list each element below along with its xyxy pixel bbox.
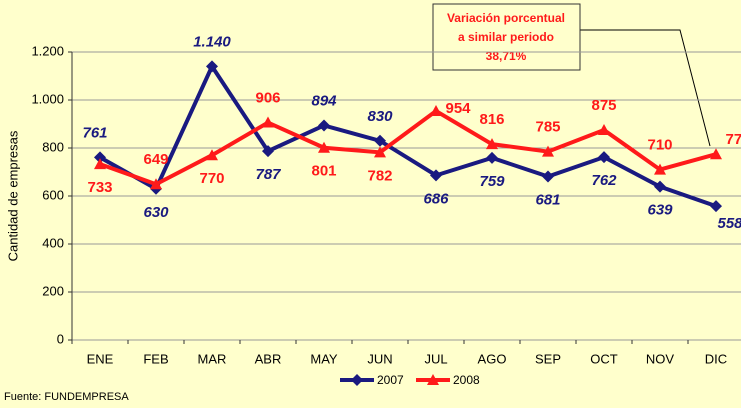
point xyxy=(430,169,442,182)
legend-label: 2007 xyxy=(377,373,404,387)
data-label: 770 xyxy=(199,170,224,187)
y-tick-label: 400 xyxy=(42,235,64,250)
x-tick-label: JUN xyxy=(367,351,392,366)
x-tick-label: MAR xyxy=(198,351,227,366)
point xyxy=(427,374,439,385)
point xyxy=(351,374,363,386)
y-tick-label: 200 xyxy=(42,283,64,298)
data-label: 787 xyxy=(255,166,281,183)
series-line xyxy=(99,62,717,208)
data-label: 710 xyxy=(647,137,672,154)
y-tick-label: 600 xyxy=(42,187,64,202)
y-tick-label: 0 xyxy=(57,331,64,346)
point xyxy=(486,151,498,164)
y-tick-label: 800 xyxy=(42,139,64,154)
data-label: 762 xyxy=(591,172,617,189)
annotation-box xyxy=(432,3,581,71)
y-tick-label: 1.200 xyxy=(31,43,64,58)
point xyxy=(374,146,386,158)
data-label: 649 xyxy=(143,151,168,168)
x-tick-label: ABR xyxy=(255,351,282,366)
x-tick-label: ENE xyxy=(87,351,114,366)
point xyxy=(430,105,442,117)
data-label: 759 xyxy=(479,173,505,190)
data-label: 801 xyxy=(311,163,336,180)
x-tick-label: DIC xyxy=(705,351,727,366)
point xyxy=(542,170,554,183)
point xyxy=(206,60,218,73)
annotation: a similar periodo xyxy=(458,30,554,44)
data-label: 894 xyxy=(311,92,337,109)
x-tick-label: MAY xyxy=(310,351,338,366)
annotation-leader xyxy=(580,29,711,147)
y-axis-label: Cantidad de empresas xyxy=(5,130,20,261)
point xyxy=(318,141,330,153)
data-label: 733 xyxy=(87,179,112,196)
data-label: 816 xyxy=(479,111,504,128)
point xyxy=(318,119,330,132)
x-tick-label: NOV xyxy=(646,351,675,366)
point xyxy=(374,134,386,147)
point xyxy=(206,149,218,161)
data-label: 782 xyxy=(367,167,392,184)
annotation: Variación porcentual xyxy=(447,11,565,25)
point xyxy=(94,158,106,170)
data-label: 875 xyxy=(591,97,616,114)
point xyxy=(598,151,610,164)
x-tick-label: FEB xyxy=(143,351,168,366)
data-label: 558 xyxy=(717,215,741,232)
data-label: 681 xyxy=(535,192,560,209)
data-label: 774 xyxy=(725,131,741,148)
source: Fuente: FUNDEMPRESA xyxy=(4,391,129,403)
point xyxy=(598,124,610,135)
annotation: 38,71% xyxy=(486,49,527,63)
point xyxy=(262,145,274,158)
data-label: 1.140 xyxy=(193,33,231,50)
x-tick-label: AGO xyxy=(478,351,507,366)
point xyxy=(262,116,274,128)
data-label: 785 xyxy=(535,119,560,136)
data-label: 906 xyxy=(255,90,280,107)
y-tick-label: 1.000 xyxy=(31,91,64,106)
point xyxy=(94,151,106,164)
data-label: 686 xyxy=(423,190,449,207)
data-label: 630 xyxy=(143,204,169,221)
point xyxy=(710,200,722,213)
point xyxy=(654,163,666,175)
data-label: 761 xyxy=(82,124,107,141)
point xyxy=(654,180,666,193)
point xyxy=(486,138,498,150)
legend-label: 2008 xyxy=(453,373,480,387)
point xyxy=(150,178,162,190)
x-tick-label: SEP xyxy=(535,351,561,366)
point xyxy=(542,145,554,157)
data-label: 830 xyxy=(367,108,393,125)
x-tick-label: OCT xyxy=(590,351,618,366)
data-label: 954 xyxy=(445,100,471,117)
point xyxy=(710,148,722,160)
x-tick-label: JUL xyxy=(424,351,447,366)
series-line xyxy=(99,108,717,187)
data-label: 639 xyxy=(647,202,673,219)
